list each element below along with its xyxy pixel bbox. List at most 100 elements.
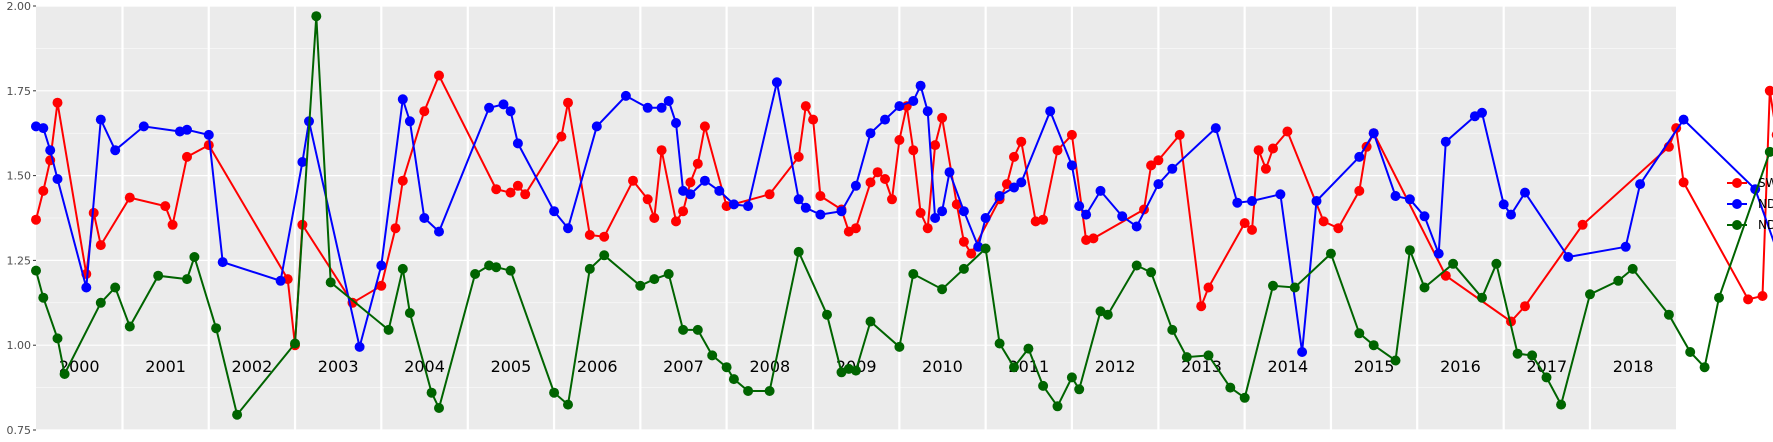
data-point-ndvi (297, 157, 308, 167)
data-point-ndvi (915, 80, 926, 91)
data-point-ndvi (1081, 209, 1092, 220)
data-point-ndwi (994, 338, 1005, 349)
data-point-swir (1354, 185, 1365, 196)
data-point-ndvi (1247, 196, 1257, 206)
legend-key-point-ndwi (1732, 220, 1742, 230)
data-point-ndvi (922, 106, 933, 117)
legend-label-swir: SWIR (1758, 176, 1773, 190)
data-point-ndwi (1512, 348, 1523, 359)
data-point-ndwi (721, 362, 732, 373)
data-point-ndwi (1325, 248, 1336, 259)
data-point-ndwi (1268, 280, 1278, 291)
data-point-ndwi (937, 284, 948, 295)
data-point-swir (1333, 223, 1344, 234)
data-point-ndvi (1506, 209, 1516, 220)
data-point-ndvi (1045, 106, 1056, 117)
data-point-ndvi (1232, 197, 1243, 208)
data-point-ndwi (865, 316, 876, 327)
data-point-ndwi (1419, 282, 1430, 293)
data-point-swir (584, 230, 595, 240)
year-label: 2001 (145, 357, 186, 376)
data-point-ndwi (426, 387, 437, 398)
data-point-ndvi (1419, 211, 1430, 222)
data-point-ndvi (591, 121, 602, 132)
data-point-ndwi (1023, 343, 1034, 354)
series-layer (31, 11, 1773, 420)
data-point-swir (671, 216, 681, 227)
data-point-ndwi (1131, 260, 1142, 271)
data-point-ndwi (649, 274, 660, 285)
data-point-ndwi (958, 263, 969, 274)
y-tick-label: 0.75 (7, 424, 32, 437)
data-point-ndwi (1613, 275, 1624, 286)
data-point-ndvi (110, 145, 121, 156)
data-point-ndwi (1354, 328, 1365, 339)
year-label: 2002 (232, 357, 273, 376)
data-point-ndvi (1390, 191, 1401, 201)
data-point-ndwi (1627, 263, 1638, 274)
data-point-ndvi (404, 116, 415, 127)
data-point-ndvi (52, 174, 63, 184)
data-point-swir (167, 219, 178, 230)
data-point-ndvi (743, 201, 754, 212)
legend-key-point-ndvi (1732, 199, 1742, 209)
data-point-ndvi (1095, 185, 1106, 196)
data-point-ndwi (189, 252, 200, 262)
year-label: 2015 (1354, 357, 1395, 376)
data-point-ndwi (1699, 362, 1710, 373)
data-point-swir (1203, 282, 1214, 293)
data-point-ndvi (1354, 151, 1365, 162)
data-point-ndvi (894, 101, 905, 112)
data-point-ndvi (1074, 201, 1085, 212)
data-point-ndwi (397, 263, 408, 274)
data-point-swir (1247, 224, 1257, 235)
data-point-swir (556, 131, 567, 142)
year-label: 2018 (1613, 357, 1654, 376)
data-point-swir (563, 97, 573, 108)
data-point-swir (951, 199, 962, 210)
data-point-swir (764, 189, 775, 200)
data-point-swir (1678, 177, 1689, 188)
legend: SWIR NDVI NDWI (1727, 176, 1773, 232)
data-point-swir (124, 192, 135, 203)
data-point-ndwi (1066, 372, 1077, 383)
data-point-ndwi (1491, 258, 1502, 269)
data-point-swir (520, 189, 531, 200)
data-point-swir (1088, 233, 1099, 244)
data-point-ndvi (95, 114, 106, 125)
data-point-ndvi (1477, 107, 1487, 118)
data-point-swir (95, 240, 106, 251)
data-point-swir (512, 180, 523, 191)
data-point-ndvi (728, 199, 739, 210)
year-label: 2014 (1267, 357, 1308, 376)
data-point-swir (915, 207, 926, 218)
data-point-swir (1743, 294, 1754, 305)
data-point-ndvi (397, 94, 408, 105)
year-label: 2012 (1095, 357, 1136, 376)
data-point-ndvi (699, 175, 710, 186)
data-point-ndvi (1433, 248, 1444, 259)
data-point-swir (894, 135, 905, 145)
data-point-ndwi (52, 333, 63, 344)
data-point-ndvi (1117, 211, 1128, 222)
y-tick-label: 1.00 (7, 339, 32, 352)
data-point-ndwi (110, 282, 121, 293)
data-point-ndwi (1663, 309, 1674, 320)
data-point-ndvi (620, 90, 631, 101)
data-point-swir (203, 140, 214, 151)
data-point-swir (800, 101, 811, 112)
data-point-ndvi (685, 189, 696, 200)
data-point-ndwi (980, 243, 991, 254)
data-point-swir (1253, 145, 1264, 156)
data-point-ndvi (880, 114, 890, 125)
data-point-swir (1038, 214, 1049, 225)
data-point-ndvi (671, 118, 681, 128)
data-point-ndwi (549, 387, 560, 398)
data-point-ndwi (232, 409, 243, 420)
data-point-ndvi (1009, 182, 1019, 193)
data-point-ndwi (707, 350, 718, 361)
data-point-ndvi (1297, 347, 1308, 357)
data-point-ndwi (1009, 362, 1019, 373)
data-point-swir (880, 174, 890, 184)
